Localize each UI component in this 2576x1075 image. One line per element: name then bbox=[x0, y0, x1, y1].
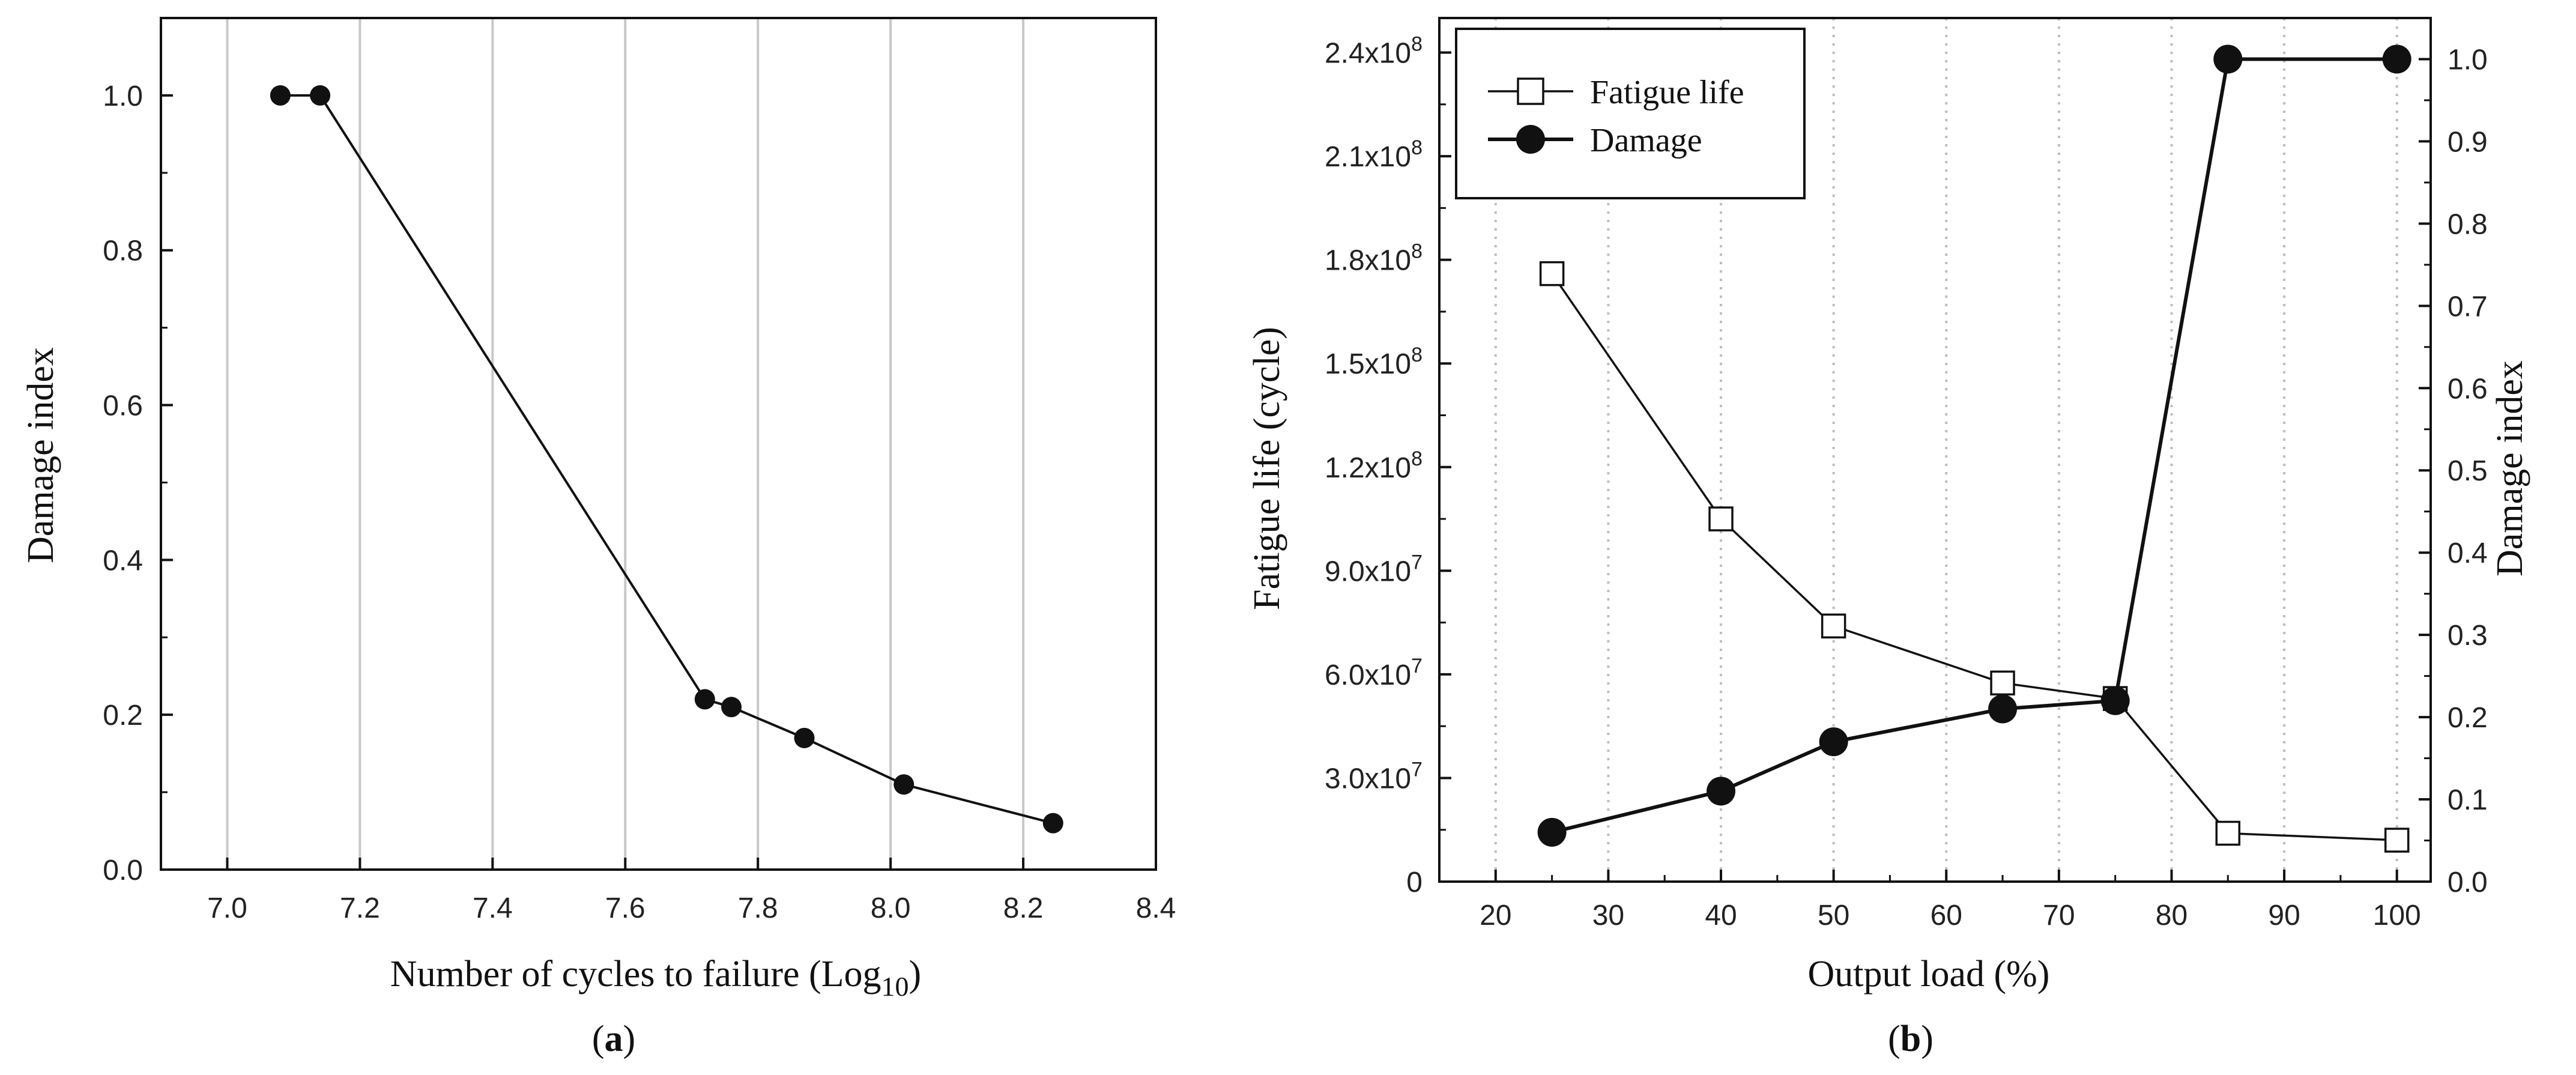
panel-a-y-axis-label: Damage index bbox=[20, 347, 61, 563]
panel-a-plot-frame bbox=[160, 17, 1157, 871]
panel-b-right-y-tick-label: 0.6 bbox=[2448, 373, 2488, 405]
panel-a-caption: (a) bbox=[592, 1019, 635, 1059]
panel-a-y-ticks: 0.0 0.2 0.4 0.6 0.8 1.0 bbox=[103, 17, 173, 886]
panel-a-data-point bbox=[694, 689, 715, 710]
panel-a-chart: 7.0 7.2 7.4 7.6 7.8 8.0 8.2 8.4 0.0 0.2 0.4 0.6 0.8… bbox=[20, 17, 1176, 1059]
panel-a-y-tick-label: 0.6 bbox=[103, 390, 143, 422]
panel-b-damage-point bbox=[2213, 44, 2243, 74]
panel-b-x-tick-label: 20 bbox=[1480, 900, 1511, 931]
panel-b-left-y-tick-label: 1.5x108 bbox=[1325, 344, 1423, 380]
filled-circle-marker-icon bbox=[1516, 125, 1545, 154]
panel-b-left-y-tick-label: 1.8x108 bbox=[1325, 240, 1423, 277]
open-square-marker-icon bbox=[1517, 77, 1544, 105]
panel-a-x-ticks: 7.0 7.2 7.4 7.6 7.8 8.0 8.2 8.4 bbox=[207, 858, 1176, 924]
panel-a-gridlines bbox=[226, 18, 1025, 870]
panel-b-x-tick-label: 90 bbox=[2268, 900, 2300, 931]
panel-b-chart: 20 30 40 50 60 70 80 90 100 0 3.0x107 6.0x107 9.0x1… bbox=[1247, 17, 2530, 1059]
panel-b-damage-point bbox=[2100, 686, 2130, 715]
panel-a-x-tick-label: 7.8 bbox=[738, 892, 778, 924]
panel-a-y-tick-label: 0.4 bbox=[103, 545, 143, 577]
panel-b-fatigue-life-point bbox=[1990, 670, 2015, 696]
panel-b-left-y-tick-label: 0 bbox=[1406, 867, 1423, 898]
panel-b-right-y-tick-label: 1.0 bbox=[2448, 44, 2488, 76]
panel-b-right-y-tick-label: 0.4 bbox=[2448, 538, 2488, 569]
panel-b-x-tick-label: 100 bbox=[2373, 900, 2421, 931]
panel-b-right-y-axis-label: Damage index bbox=[2490, 360, 2530, 577]
panel-a-x-tick-label: 7.6 bbox=[605, 892, 646, 924]
panel-b-left-y-tick-label: 9.0x107 bbox=[1325, 551, 1423, 587]
legend-box bbox=[1455, 28, 1806, 199]
panel-b-left-y-tick-label: 2.4x108 bbox=[1325, 33, 1423, 70]
panel-b-damage-point bbox=[1707, 777, 1736, 806]
panel-b-x-tick-label: 60 bbox=[1930, 900, 1962, 931]
panel-a-x-axis-label: Number of cycles to failure (Log10) bbox=[390, 954, 921, 1002]
panel-b-damage-point bbox=[1537, 817, 1567, 847]
panel-b-right-y-tick-label: 0.5 bbox=[2448, 455, 2488, 487]
panel-b-left-y-axis-label: Fatigue life (cycle) bbox=[1247, 327, 1287, 610]
panel-b-right-y-tick-label: 0.9 bbox=[2448, 126, 2488, 158]
panel-b-fatigue-life-point bbox=[2384, 828, 2410, 853]
panel-a-x-tick-label: 8.2 bbox=[1003, 892, 1044, 924]
panel-b-x-tick-label: 80 bbox=[2156, 900, 2187, 931]
panel-b-x-tick-label: 70 bbox=[2043, 900, 2075, 931]
panel-b-right-y-tick-label: 0.7 bbox=[2448, 291, 2488, 322]
panel-a-x-tick-label: 7.0 bbox=[207, 892, 247, 924]
panel-b-x-tick-label: 40 bbox=[1705, 900, 1737, 931]
panel-a-y-tick-label: 0.2 bbox=[103, 700, 143, 731]
panel-a-data-point bbox=[721, 697, 742, 718]
panel-b-right-y-tick-label: 0.3 bbox=[2448, 620, 2488, 652]
panel-b-left-y-tick-label: 1.2x108 bbox=[1325, 447, 1423, 484]
panel-b-damage-point bbox=[2382, 44, 2411, 74]
panel-b-damage-points bbox=[1537, 44, 2411, 847]
panel-a-data-point bbox=[270, 85, 291, 106]
panel-a-x-tick-label: 8.0 bbox=[871, 892, 911, 924]
panel-b-legend: Fatigue life Damage bbox=[1455, 28, 1806, 199]
panel-b-x-ticks: 20 30 40 50 60 70 80 90 100 bbox=[1480, 870, 2421, 931]
legend-entry-damage: Damage bbox=[1488, 122, 1702, 159]
panel-b-fatigue-life-line bbox=[1551, 273, 2397, 841]
panel-a-series-line bbox=[280, 94, 1054, 825]
panel-b-x-tick-label: 50 bbox=[1818, 900, 1849, 931]
panel-b-right-y-tick-label: 0.0 bbox=[2448, 867, 2488, 898]
legend-label-fatigue-life: Fatigue life bbox=[1590, 74, 1744, 111]
panel-b-fatigue-life-point bbox=[1821, 613, 1846, 639]
panel-b-fatigue-life-points bbox=[1539, 261, 2410, 853]
panel-b-fatigue-life-point bbox=[1539, 261, 1565, 286]
panel-b-damage-point bbox=[1819, 727, 1848, 757]
panel-a-data-point bbox=[794, 727, 815, 748]
panel-b-left-y-tick-label: 6.0x107 bbox=[1325, 655, 1423, 691]
panel-b-fatigue-life-point bbox=[1708, 506, 1734, 531]
panel-a-y-tick-label: 0.8 bbox=[103, 235, 143, 267]
panel-b-left-y-tick-label: 3.0x107 bbox=[1325, 758, 1423, 795]
panel-a-y-tick-label: 0.0 bbox=[103, 855, 143, 886]
panel-a-data-point bbox=[310, 85, 331, 106]
legend-entry-fatigue-life: Fatigue life bbox=[1488, 74, 1744, 111]
panel-b-x-axis-label: Output load (%) bbox=[1808, 954, 2050, 995]
panel-a-x-tick-label: 7.4 bbox=[473, 892, 513, 924]
panel-a-x-tick-label: 8.4 bbox=[1136, 892, 1176, 924]
panel-b-right-y-tick-label: 0.1 bbox=[2448, 784, 2488, 816]
panel-b-x-tick-label: 30 bbox=[1592, 900, 1624, 931]
panel-b-right-y-tick-label: 0.2 bbox=[2448, 702, 2488, 734]
panel-a-y-tick-label: 1.0 bbox=[103, 80, 143, 112]
panel-b-left-y-ticks: 0 3.0x107 6.0x107 9.0x107 1.2x108 1.5x108 1.8x… bbox=[1325, 33, 1451, 898]
panel-b-fatigue-life-point bbox=[2215, 820, 2241, 846]
panel-b-left-y-tick-label: 2.1x108 bbox=[1325, 136, 1423, 173]
panel-b-plot-frame bbox=[1438, 17, 2432, 883]
panel-b-caption: (b) bbox=[1888, 1019, 1934, 1059]
panel-a-points bbox=[270, 85, 1063, 834]
panel-a-data-point bbox=[893, 774, 915, 795]
panel-b-damage-point bbox=[1988, 694, 2018, 724]
panel-b-right-y-ticks: 0.0 0.1 0.2 0.3 0.4 0.5 0.6 0.7 0.8 0.9 1.0 bbox=[2419, 17, 2488, 898]
panel-b-right-y-tick-label: 0.8 bbox=[2448, 208, 2488, 240]
panel-a-x-tick-label: 7.2 bbox=[340, 892, 380, 924]
legend-label-damage: Damage bbox=[1590, 122, 1702, 159]
panel-a-data-point bbox=[1042, 813, 1063, 834]
